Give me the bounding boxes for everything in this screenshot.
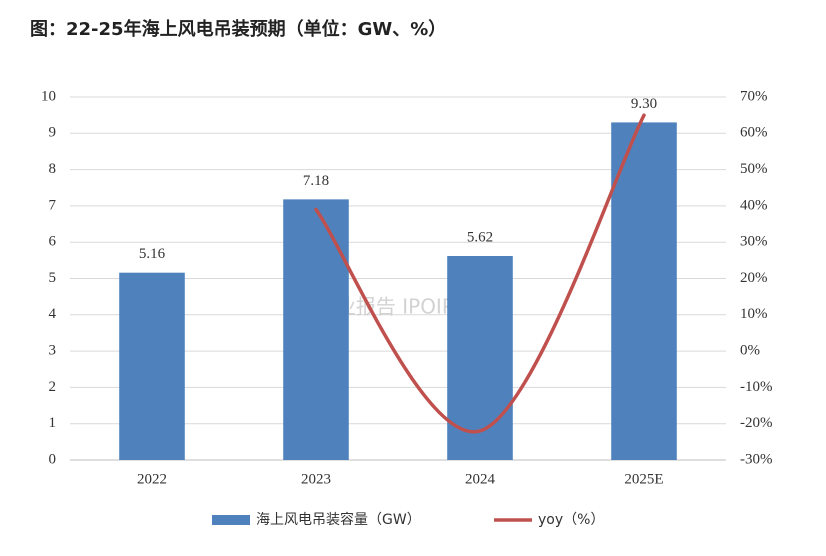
y2-tick-label: 30% [740,234,768,250]
x-tick-label: 2022 [137,471,167,487]
value-label: 9.30 [631,96,657,112]
bar [611,122,677,460]
y-tick-label: 2 [49,379,57,395]
y2-tick-label: -20% [740,415,773,431]
value-label: 7.18 [303,173,329,189]
y2-tick-label: 20% [740,270,768,286]
y2-tick-label: 40% [740,197,768,213]
y2-tick-label: 10% [740,306,768,322]
y-tick-label: 4 [49,306,57,322]
y-tick-label: 6 [49,234,57,250]
y-tick-label: 1 [49,415,57,431]
y2-tick-label: -30% [740,451,773,467]
bar [119,272,185,460]
y2-tick-label: 50% [740,161,768,177]
legend-label: 海上风电吊装容量（GW） [256,511,421,528]
y2-tick-label: -10% [740,379,773,395]
x-tick-label: 2023 [301,471,331,487]
value-label: 5.62 [467,229,493,245]
y-tick-label: 8 [49,161,57,177]
y2-tick-label: 70% [740,88,768,104]
chart-title: 图：22-25年海上风电吊装预期（单位：GW、%） [30,18,446,40]
value-label: 5.16 [139,246,166,262]
x-tick-label: 2024 [465,471,496,487]
legend-swatch [212,515,250,525]
y-tick-label: 5 [49,270,57,286]
y-tick-label: 3 [49,343,57,359]
y-tick-label: 0 [49,451,57,467]
y-tick-label: 9 [49,125,57,141]
y-tick-label: 7 [49,197,57,213]
bar [283,199,349,460]
y2-tick-label: 0% [740,343,760,359]
legend-label: yoy（%） [538,512,604,528]
y-tick-label: 10 [41,88,56,104]
x-tick-label: 2025E [624,471,663,487]
y2-tick-label: 60% [740,125,768,141]
line [314,113,646,434]
